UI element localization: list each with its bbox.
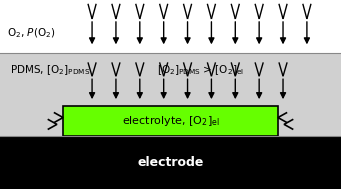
Text: [O$_2$]$_\mathsf{PDMS}$ > [O$_2$]$_\mathsf{el}$: [O$_2$]$_\mathsf{PDMS}$ > [O$_2$]$_\math… xyxy=(157,63,244,77)
Text: PDMS, [O$_2$]$_\mathsf{PDMS}$: PDMS, [O$_2$]$_\mathsf{PDMS}$ xyxy=(10,63,90,77)
Bar xyxy=(0,53,341,136)
Bar xyxy=(63,106,278,136)
Text: electrolyte, [O$_2$]$_\mathsf{el}$: electrolyte, [O$_2$]$_\mathsf{el}$ xyxy=(122,114,219,128)
Bar xyxy=(0,136,341,189)
Text: electrode: electrode xyxy=(137,156,204,169)
Text: O$_2$, $\mathit{P}$(O$_2$): O$_2$, $\mathit{P}$(O$_2$) xyxy=(7,26,55,40)
